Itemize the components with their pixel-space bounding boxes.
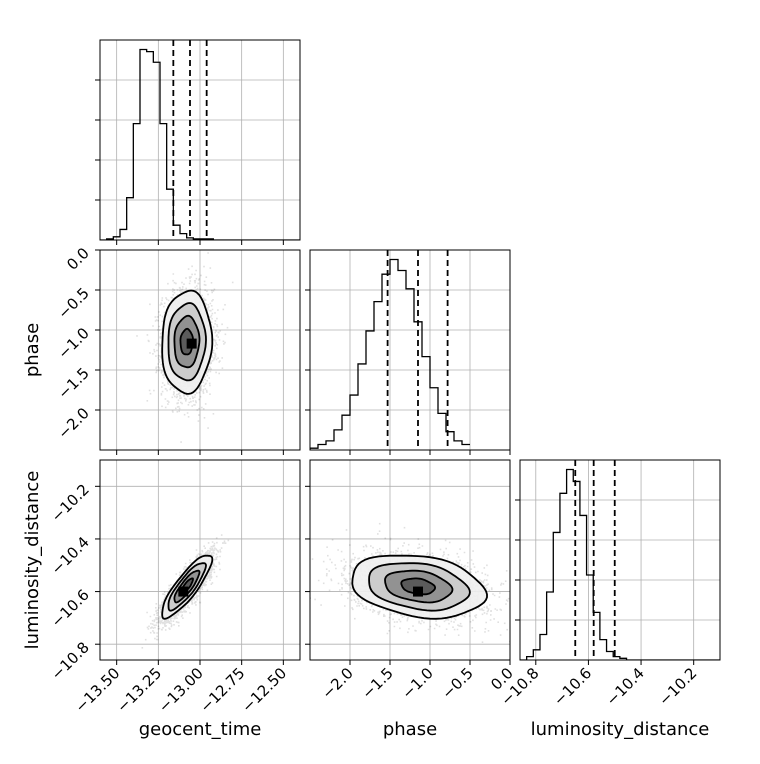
scatter-panel-geocent-time-vs-phase (99, 249, 301, 451)
xtick-label-phase: −2.0 (318, 664, 356, 702)
density-contour (167, 302, 207, 382)
density-contour (400, 577, 437, 596)
density-contour (161, 554, 214, 620)
xtick-label-luminosity-distance: −10.6 (550, 664, 595, 709)
density-contour (161, 289, 214, 395)
density-contour (173, 569, 201, 604)
x-axis-label-geocent-time: geocent_time (139, 719, 262, 740)
xtick-label-phase: −1.5 (358, 664, 396, 702)
density-contour (384, 569, 454, 604)
scatter-panel-geocent-time-vs-luminosity-distance (99, 459, 301, 661)
y-axis-label-luminosity-distance: luminosity_distance (22, 471, 43, 650)
hist-line-geocent-time (100, 48, 300, 240)
xtick-label-luminosity-distance: −10.4 (603, 664, 648, 709)
xtick-label-geocent-time: −12.75 (197, 664, 249, 716)
xtick-label-geocent-time: −12.50 (238, 664, 290, 716)
y-axis-label-phase: phase (22, 323, 43, 377)
ytick-label-phase: −2.0 (54, 404, 92, 442)
scatter-panel-phase-vs-luminosity-distance (309, 459, 511, 661)
ytick-label-phase: 0.0 (63, 244, 93, 274)
x-axis-label-luminosity-distance: luminosity_distance (531, 719, 710, 740)
hist-line-phase (310, 258, 470, 450)
xtick-label-geocent-time: −13.25 (113, 664, 165, 716)
density-contour (351, 554, 488, 620)
xtick-label-geocent-time: −13.00 (155, 664, 207, 716)
xtick-label-phase: −1.0 (398, 664, 436, 702)
density-peak-marker (186, 338, 197, 349)
ytick-label-phase: −0.5 (54, 284, 92, 322)
density-contour (179, 577, 194, 596)
ytick-label-phase: −1.0 (54, 324, 92, 362)
hist-line-luminosity-distance (520, 468, 720, 660)
scatter-frame (309, 459, 511, 661)
xtick-label-luminosity-distance: −10.2 (655, 664, 700, 709)
x-axis-label-phase: phase (383, 719, 437, 740)
density-peak-marker (413, 586, 423, 597)
hist-frame (309, 249, 511, 451)
ytick-label-phase: −1.5 (54, 364, 92, 402)
ytick-label-luminosity-distance: −10.2 (48, 480, 93, 525)
density-contour (179, 327, 194, 356)
scatter-content (141, 534, 230, 649)
xtick-label-phase: −0.5 (438, 664, 476, 702)
panels-layer: −13.50−13.25−13.00−12.75−12.50 −2.0 −1.5 −1… (48, 39, 721, 716)
density-contour (368, 562, 471, 612)
hist-panel-luminosity-distance (515, 459, 721, 665)
density-contour (173, 314, 201, 369)
hist-panel-geocent-time (95, 39, 301, 245)
xtick-label-geocent-time: −13.50 (72, 664, 124, 716)
scatter-content (136, 252, 234, 443)
density-contour (167, 562, 207, 612)
density-level-fill (401, 578, 436, 595)
scatter-content (310, 522, 510, 643)
ytick-label-luminosity-distance: −10.6 (48, 586, 93, 631)
density-peak-marker (178, 586, 189, 597)
hist-frame (519, 459, 721, 661)
hist-panel-phase (305, 249, 511, 455)
ytick-label-luminosity-distance: −10.8 (48, 638, 93, 683)
ytick-label-luminosity-distance: −10.4 (48, 533, 93, 578)
